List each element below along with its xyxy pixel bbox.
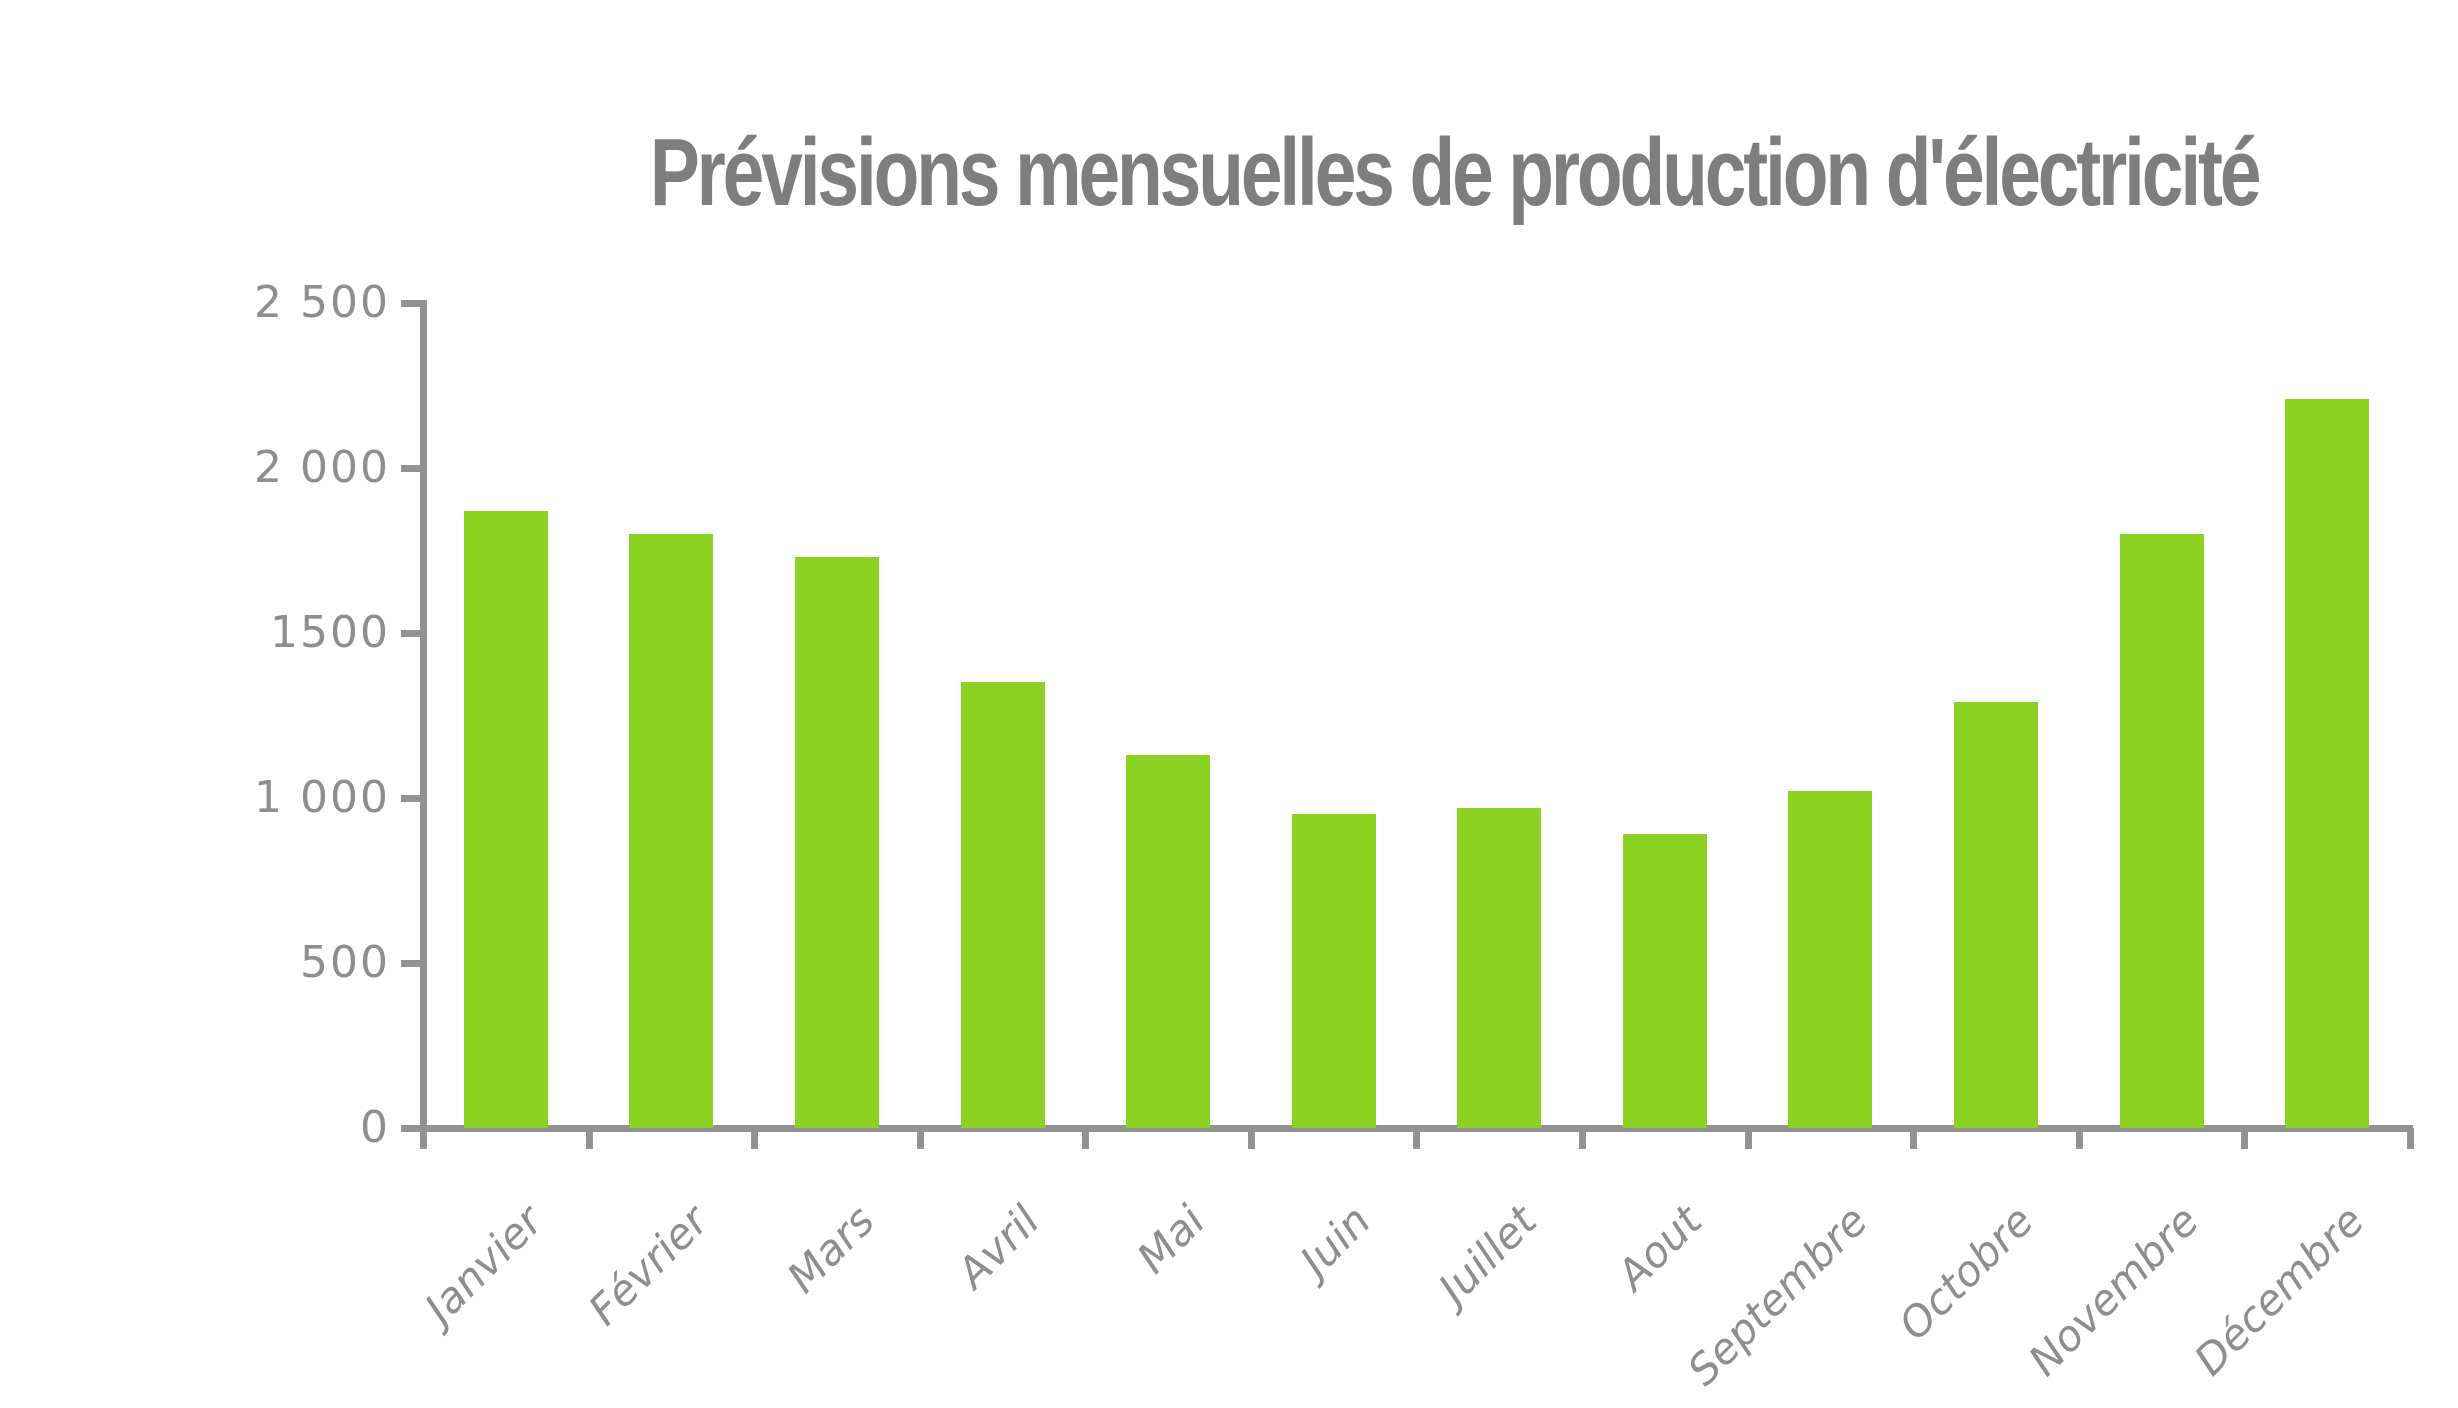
x-tick: [1413, 1128, 1421, 1149]
chart-title-text: Prévisions mensuelles de production d'él…: [649, 119, 2262, 226]
chart-title: Prévisions mensuelles de production d'él…: [423, 118, 2410, 228]
x-tick: [1910, 1128, 1918, 1149]
x-axis-label: Juillet: [1429, 1196, 1546, 1313]
y-tick: [401, 464, 423, 472]
y-tick-label: 500: [300, 937, 390, 988]
x-tick: [1082, 1128, 1090, 1149]
bar-septembre: [1788, 791, 1872, 1128]
x-axis-label: Avril: [947, 1196, 1050, 1298]
bar-mars: [795, 557, 879, 1128]
x-tick: [2075, 1128, 2083, 1149]
bar-mai: [1126, 755, 1210, 1128]
bar-juillet: [1457, 808, 1541, 1128]
x-axis-label: Octobre: [1889, 1196, 2043, 1350]
bar-février: [629, 534, 713, 1128]
x-tick: [1744, 1128, 1752, 1149]
x-tick: [1247, 1128, 1255, 1149]
bar-octobre: [1954, 702, 2038, 1128]
x-axis-label: Mars: [777, 1196, 884, 1303]
x-tick: [420, 1128, 427, 1149]
y-tick: [401, 629, 423, 637]
x-axis-label: Aout: [1607, 1196, 1712, 1300]
x-axis-label: Mai: [1128, 1196, 1215, 1283]
y-tick: [401, 794, 423, 802]
x-tick: [751, 1128, 759, 1149]
x-axis-label: Septembre: [1678, 1196, 1878, 1395]
y-tick-label: 2 500: [254, 277, 390, 328]
bar-janvier: [464, 511, 548, 1128]
x-axis-label: Novembre: [2019, 1196, 2209, 1386]
x-tick: [916, 1128, 924, 1149]
y-tick: [401, 959, 423, 967]
y-tick-label: 1 000: [254, 772, 390, 823]
bar-avril: [961, 682, 1045, 1128]
x-tick: [2241, 1128, 2249, 1149]
x-tick: [585, 1128, 593, 1149]
x-axis-label: Juin: [1291, 1196, 1381, 1286]
x-axis-label: Janvier: [415, 1196, 553, 1333]
bar-aout: [1623, 834, 1707, 1128]
y-tick-label: 1500: [270, 607, 390, 658]
y-tick: [401, 1124, 423, 1132]
x-tick: [2406, 1128, 2414, 1149]
x-axis-label: Février: [579, 1196, 719, 1335]
y-tick-label: 2 000: [254, 442, 390, 493]
bar-décembre: [2285, 399, 2369, 1128]
y-tick: [401, 299, 423, 307]
bar-novembre: [2120, 534, 2204, 1128]
bar-juin: [1292, 814, 1376, 1128]
x-axis-label: Décembre: [2185, 1196, 2374, 1385]
x-tick: [1579, 1128, 1587, 1149]
y-axis-line: [420, 300, 427, 1131]
y-tick-label: 0: [360, 1102, 390, 1153]
